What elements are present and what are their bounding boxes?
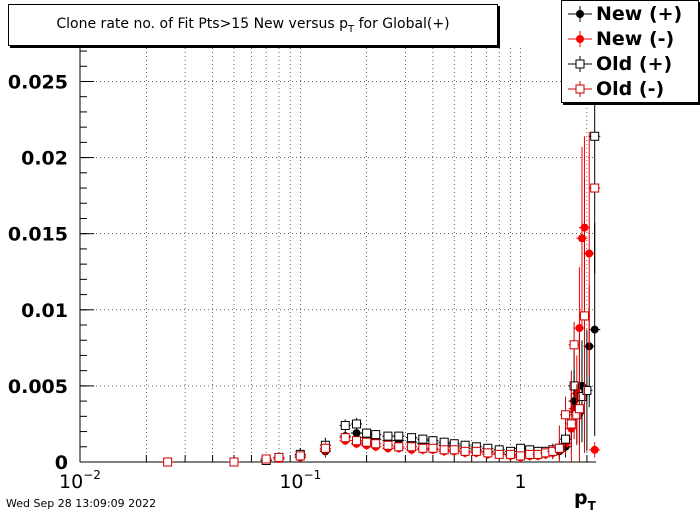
legend-marker-new-plus: [568, 6, 592, 22]
x-tick-base: 1: [515, 471, 527, 493]
data-point: [575, 324, 584, 333]
legend-entry: Old (+): [562, 52, 698, 76]
series-old-2: [260, 48, 601, 465]
y-tick-label: 0.005: [8, 376, 68, 398]
data-point: [569, 381, 579, 391]
data-point: [577, 392, 587, 402]
data-point: [516, 451, 526, 461]
data-point: [428, 436, 438, 446]
data-point: [449, 445, 459, 455]
x-tick-label: 10−2: [59, 468, 101, 493]
legend-entry: New (+): [562, 2, 698, 26]
data-point: [579, 311, 589, 321]
legend-label: Old (+): [596, 53, 673, 75]
legend-marker-old-minus: [568, 81, 592, 97]
x-tick-exponent: −2: [83, 468, 101, 482]
x-axis-label-main: p: [574, 487, 588, 509]
grid-lines: [79, 48, 596, 462]
data-point: [582, 385, 592, 395]
legend-marker-old-plus: [568, 56, 592, 72]
data-point: [352, 436, 362, 446]
data-point: [505, 449, 515, 459]
data-point: [394, 431, 404, 441]
data-point: [566, 419, 576, 429]
data-point: [394, 442, 404, 452]
y-tick-label: 0.015: [8, 224, 68, 246]
legend-label: New (+): [596, 3, 683, 25]
title-subscript: T: [348, 23, 355, 35]
data-point: [407, 442, 417, 452]
axes: [79, 48, 596, 463]
data-point: [163, 457, 173, 467]
data-point: [352, 419, 362, 429]
data-point: [554, 443, 564, 453]
data-point: [295, 451, 305, 461]
data-point: [590, 445, 599, 454]
data-point: [574, 404, 584, 414]
legend-label: Old (-): [596, 78, 665, 100]
legend: New (+) New (-) Old (+) Old (-): [561, 0, 699, 103]
series-new-1: [162, 131, 601, 466]
data-point: [352, 429, 361, 438]
y-tick-label: 0.01: [21, 300, 68, 322]
x-tick-base: 10: [59, 471, 83, 493]
data-marks: [162, 48, 601, 467]
data-point: [418, 443, 428, 453]
timestamp-footer: Wed Sep 28 13:09:09 2022: [6, 497, 157, 510]
x-tick-label: 10−1: [279, 468, 321, 493]
data-point: [590, 325, 599, 334]
data-point: [362, 437, 372, 447]
x-tick-exponent: −1: [304, 468, 322, 482]
data-point: [229, 457, 239, 467]
data-point: [439, 445, 449, 455]
legend-entry: Old (-): [562, 77, 698, 101]
title-box: Clone rate no. of Fit Pts>15 New versus …: [8, 4, 498, 46]
series-new-0: [260, 223, 601, 465]
data-point: [533, 449, 543, 459]
data-point: [585, 249, 594, 258]
x-axis-label: pT: [574, 487, 597, 513]
data-point: [418, 434, 428, 444]
data-point: [590, 183, 600, 193]
data-point: [569, 340, 579, 350]
data-point: [428, 443, 438, 453]
chart-title: Clone rate no. of Fit Pts>15 New versus …: [9, 16, 497, 35]
data-point: [383, 431, 393, 441]
data-point: [371, 439, 381, 449]
x-axis-label-subscript: T: [588, 499, 597, 513]
x-tick-base: 10: [279, 471, 303, 493]
data-point: [371, 430, 381, 440]
data-point: [494, 449, 504, 459]
data-point: [483, 448, 493, 458]
legend-entry: New (-): [562, 27, 698, 51]
data-point: [274, 452, 284, 462]
data-point: [340, 420, 350, 430]
data-point: [407, 433, 417, 443]
data-point: [261, 454, 271, 464]
legend-marker-new-minus: [568, 31, 592, 47]
data-point: [362, 428, 372, 438]
y-tick-label: 0.02: [21, 148, 68, 170]
x-tick-label: 1: [515, 471, 527, 493]
data-point: [340, 433, 350, 443]
title-suffix: for Global(+): [354, 16, 450, 32]
series-old-3: [162, 178, 601, 467]
data-point: [460, 446, 470, 456]
data-point: [561, 410, 571, 420]
title-prefix: Clone rate no. of Fit Pts>15 New versus …: [56, 16, 349, 32]
data-point: [561, 434, 571, 444]
data-point: [320, 443, 330, 453]
data-point: [516, 443, 526, 453]
data-point: [439, 437, 449, 447]
y-tick-label: 0: [55, 452, 68, 474]
data-point: [590, 131, 600, 141]
y-tick-label: 0.025: [8, 71, 68, 93]
data-point: [471, 446, 481, 456]
data-point: [383, 440, 393, 450]
legend-label: New (-): [596, 28, 675, 50]
